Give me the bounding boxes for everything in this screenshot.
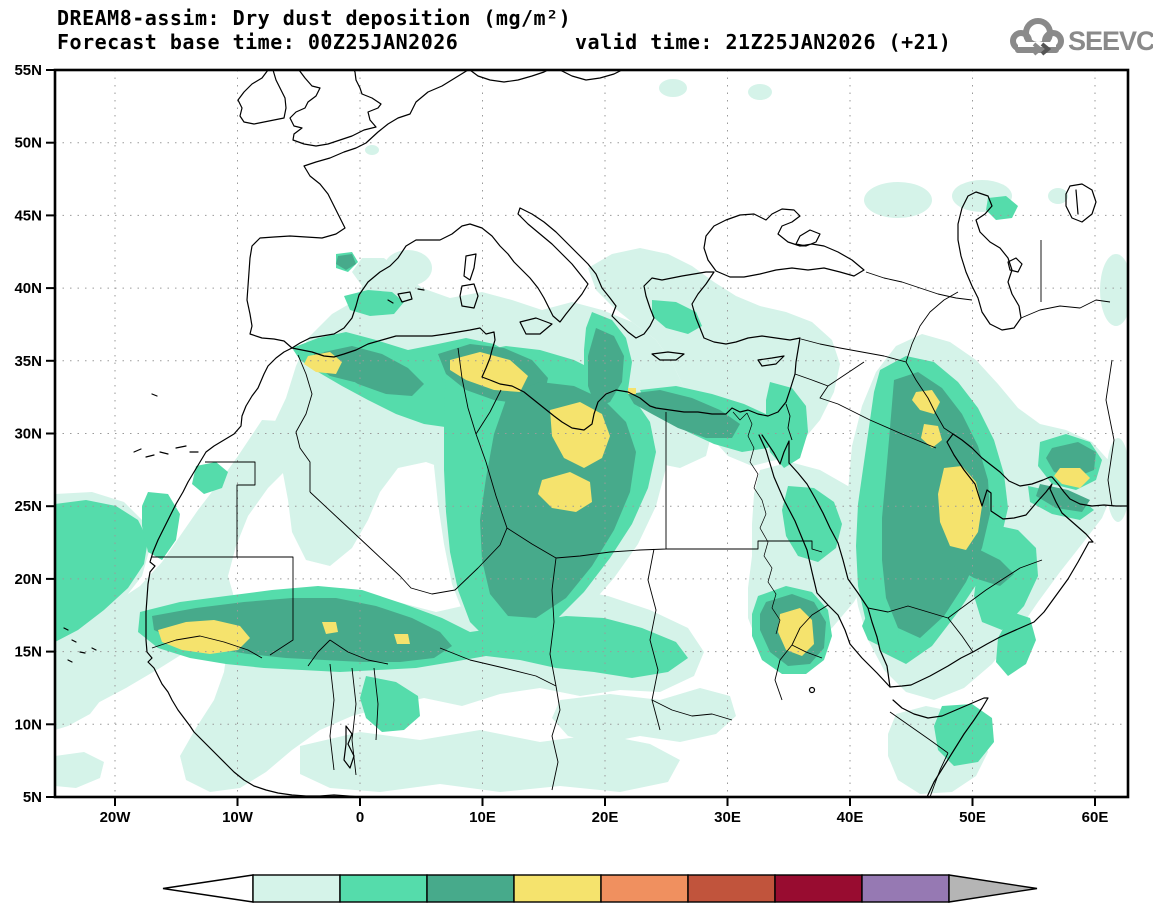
y-tick-label: 25N: [14, 498, 42, 515]
y-axis-labels: 55N 50N 45N 40N 35N 30N 25N 20N 15N 10N …: [14, 62, 42, 806]
x-tick-label: 20E: [592, 809, 619, 826]
page-title: DREAM8-assim: Dry dust deposition (mg/m²…: [57, 6, 572, 30]
forecast-base-time: Forecast base time: 00Z25JAN2026: [57, 30, 459, 54]
x-tick-label: 60E: [1082, 809, 1109, 826]
x-tick-label: 20W: [100, 809, 132, 826]
dust-level4-shading: [158, 352, 1090, 656]
x-tick-label: 0: [356, 809, 364, 826]
coastlines: [63, 70, 1128, 797]
x-tick-label: 30E: [714, 809, 741, 826]
colorbar-cell: [513, 874, 602, 903]
y-tick-label: 30N: [14, 426, 42, 443]
colorbar-above-max-arrow: [948, 874, 1038, 903]
dust-deposition-map: 20W 10W 0 10E 20E 30E 40E 50E 60E 55N 50…: [14, 62, 1130, 826]
y-tick-label: 15N: [14, 644, 42, 661]
x-tick-label: 10E: [469, 809, 496, 826]
y-tick-label: 40N: [14, 280, 42, 297]
y-tick-label: 35N: [14, 353, 42, 370]
colorbar-cell: [861, 874, 950, 903]
colorbar-below-min-arrow: [162, 874, 254, 903]
colorbar-cell: [600, 874, 689, 903]
valid-time: valid time: 21Z25JAN2026 (+21): [575, 30, 952, 54]
logo-text: SEEVCCC: [1068, 26, 1153, 56]
x-tick-label: 10W: [222, 809, 254, 826]
x-tick-label: 40E: [837, 809, 864, 826]
colorbar-cell: [687, 874, 776, 903]
y-tick-label: 45N: [14, 207, 42, 224]
x-axis-labels: 20W 10W 0 10E 20E 30E 40E 50E 60E: [100, 809, 1109, 826]
graticule-grid: [55, 70, 1128, 797]
colorbar-cell: [252, 874, 341, 903]
axis-ticks: [46, 69, 1096, 806]
country-borders: [151, 240, 1115, 797]
y-tick-label: 20N: [14, 571, 42, 588]
y-tick-label: 5N: [23, 789, 42, 806]
colorbar-cell: [339, 874, 428, 903]
seevccc-logo: SEEVCCC: [1010, 18, 1153, 56]
x-tick-label: 50E: [959, 809, 986, 826]
y-tick-label: 10N: [14, 716, 42, 733]
y-tick-label: 55N: [14, 62, 42, 79]
colorbar-cell: [774, 874, 863, 903]
nile-river: [732, 411, 781, 635]
y-tick-label: 50N: [14, 135, 42, 152]
cloud-icon: [1010, 18, 1064, 56]
colorbar-cell: [426, 874, 515, 903]
colorbar-legend: 0.5 2 5 10 50 100 500 1000 1500: [162, 874, 1038, 903]
